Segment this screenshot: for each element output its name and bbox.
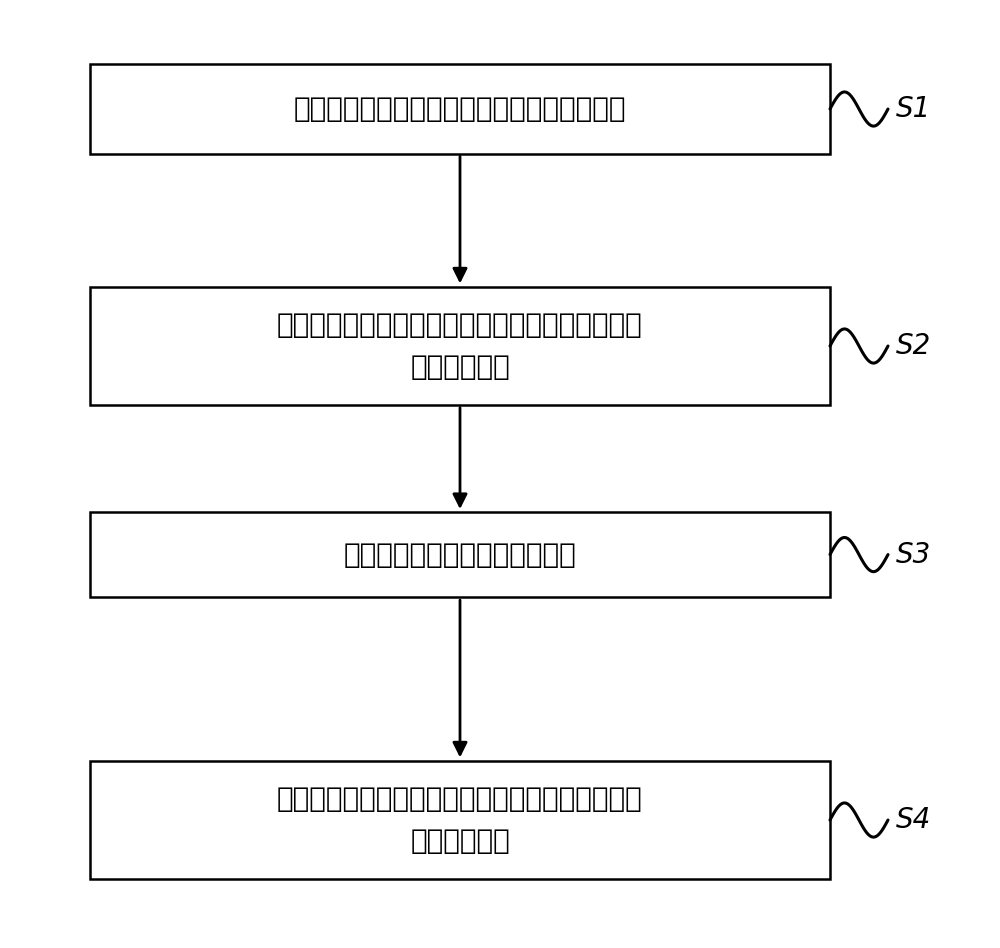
Text: S1: S1 xyxy=(896,95,931,123)
Text: 利用高频测量法获取电缆终端的局部放电信号: 利用高频测量法获取电缆终端的局部放电信号 xyxy=(294,95,626,123)
Bar xyxy=(90,286,830,406)
Text: S3: S3 xyxy=(896,540,931,569)
Bar xyxy=(90,512,830,597)
Text: 根据所述有效模态得到特征矩阵: 根据所述有效模态得到特征矩阵 xyxy=(344,540,576,569)
Text: S4: S4 xyxy=(896,806,931,834)
Text: 将所述特征矩阵输入模式识别模型中，输出局部放
电模式的类型: 将所述特征矩阵输入模式识别模型中，输出局部放 电模式的类型 xyxy=(277,786,643,854)
Text: S2: S2 xyxy=(896,332,931,360)
Bar xyxy=(90,760,830,880)
Text: 对所述放电信号进行模态分解得到所述局部放电信
号的有效模态: 对所述放电信号进行模态分解得到所述局部放电信 号的有效模态 xyxy=(277,312,643,380)
Bar xyxy=(90,64,830,154)
